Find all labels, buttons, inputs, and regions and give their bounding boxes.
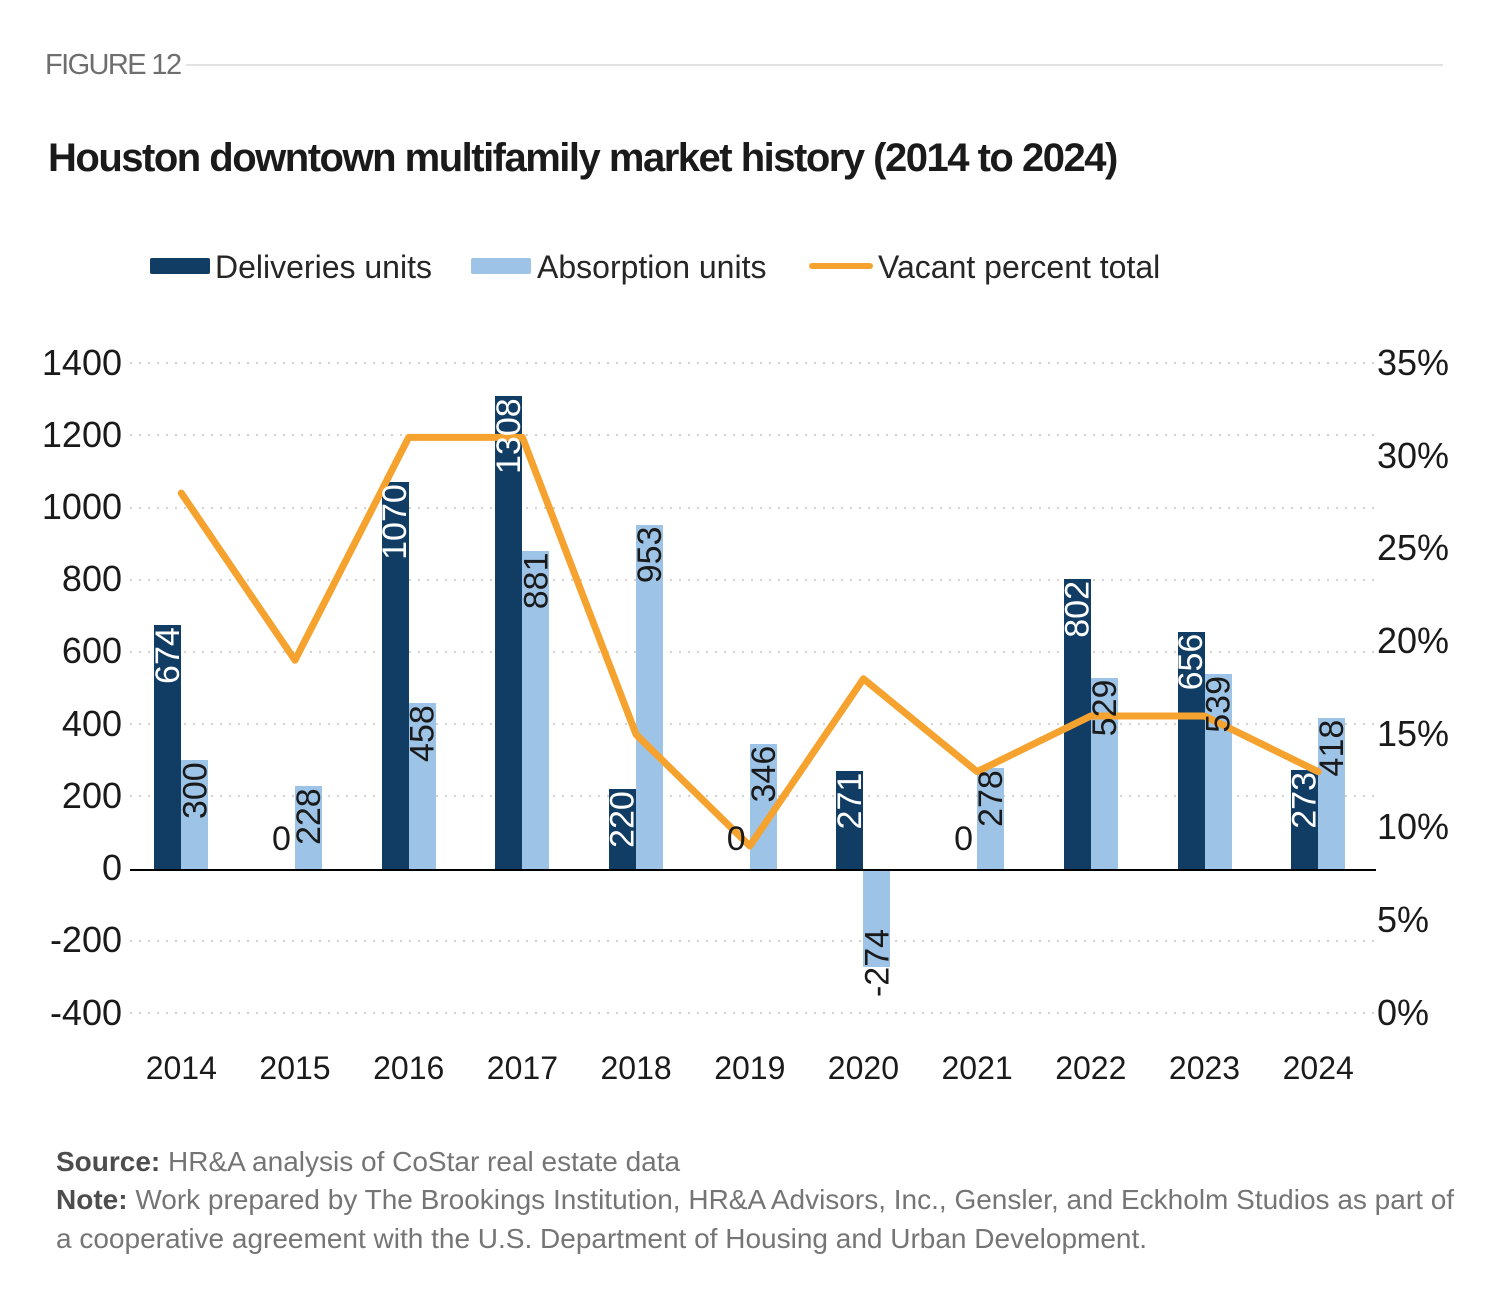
svg-text:674: 674 bbox=[149, 627, 187, 684]
svg-text:656: 656 bbox=[1172, 634, 1210, 691]
svg-text:0: 0 bbox=[727, 820, 746, 858]
svg-text:300: 300 bbox=[176, 762, 214, 819]
svg-text:458: 458 bbox=[404, 705, 442, 762]
svg-text:802: 802 bbox=[1058, 581, 1096, 638]
svg-text:228: 228 bbox=[290, 788, 328, 845]
svg-text:346: 346 bbox=[745, 746, 783, 803]
svg-text:881: 881 bbox=[517, 553, 555, 610]
svg-text:1308: 1308 bbox=[490, 398, 528, 474]
svg-text:-274: -274 bbox=[858, 929, 896, 997]
svg-text:1070: 1070 bbox=[376, 484, 414, 560]
svg-text:418: 418 bbox=[1313, 720, 1351, 777]
svg-text:539: 539 bbox=[1200, 676, 1238, 733]
svg-text:273: 273 bbox=[1286, 772, 1324, 829]
svg-text:271: 271 bbox=[831, 773, 869, 830]
svg-text:529: 529 bbox=[1086, 680, 1124, 737]
svg-text:220: 220 bbox=[604, 791, 642, 848]
svg-text:278: 278 bbox=[972, 770, 1010, 827]
svg-text:0: 0 bbox=[954, 820, 973, 858]
svg-text:0: 0 bbox=[272, 820, 291, 858]
svg-text:953: 953 bbox=[631, 527, 669, 584]
